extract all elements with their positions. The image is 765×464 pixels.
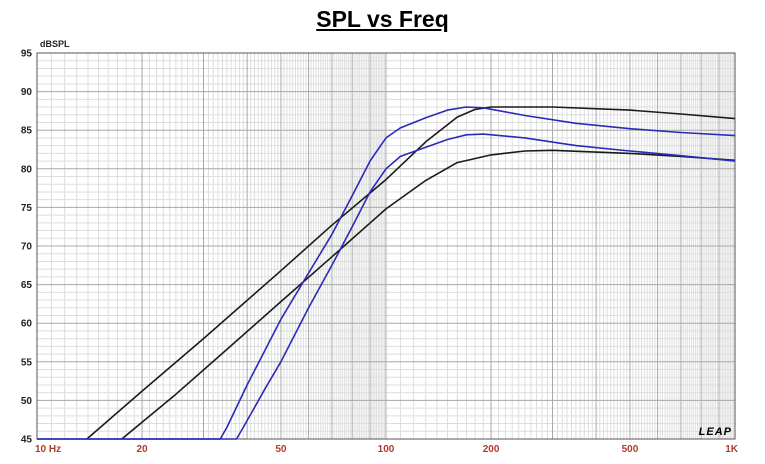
y-tick-label: 95	[21, 49, 33, 60]
x-tick-label: 50	[275, 444, 287, 455]
y-tick-label: 80	[21, 164, 33, 175]
y-tick-label: 55	[21, 357, 33, 368]
y-tick-label: 45	[21, 435, 33, 446]
x-tick-label: 10 Hz	[35, 444, 61, 455]
y-tick-label: 90	[21, 87, 33, 98]
y-tick-label: 70	[21, 242, 33, 253]
x-tick-label: 20	[136, 444, 148, 455]
y-tick-label: 75	[21, 203, 33, 214]
y-tick-label: 60	[21, 319, 33, 330]
spl-curve-black-2	[121, 149, 736, 440]
x-tick-label: 1K	[725, 444, 739, 455]
x-tick-label: 200	[483, 444, 500, 455]
x-tick-label: 100	[378, 444, 395, 455]
y-tick-label: 85	[21, 126, 33, 137]
leap-logo: LEAP	[699, 426, 732, 438]
y-tick-label: 65	[21, 280, 33, 291]
spl-curve-blue-3	[37, 106, 736, 440]
x-tick-label: 500	[622, 444, 639, 455]
y-tick-label: 50	[21, 396, 33, 407]
chart-title: SPL vs Freq	[316, 6, 449, 32]
spl-curve-black-1	[86, 106, 736, 440]
spl-curve-blue-4	[37, 133, 736, 440]
plot-frame	[36, 52, 736, 440]
y-axis-label: dBSPL	[40, 39, 70, 49]
